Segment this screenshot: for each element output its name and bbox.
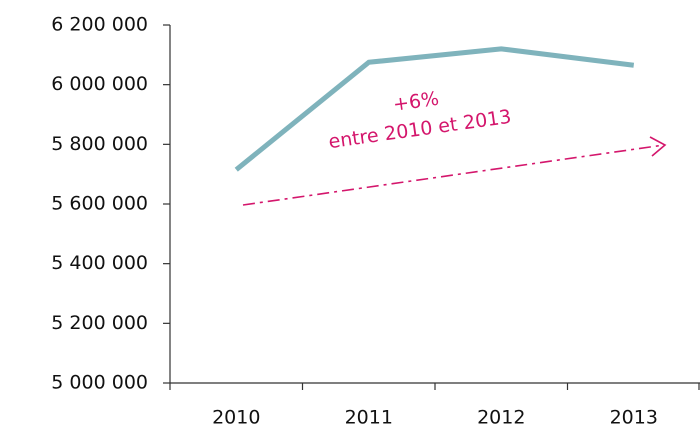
y-tick-label: 5 000 000	[51, 372, 148, 394]
y-tick-label: 5 800 000	[51, 133, 148, 155]
x-tick-label: 2012	[477, 407, 525, 429]
annotation-text: entre 2010 et 2013	[327, 106, 513, 153]
x-tick-label: 2011	[345, 407, 393, 429]
annotation-text: +6%	[392, 88, 441, 116]
y-tick-label: 6 200 000	[51, 14, 148, 36]
y-tick-label: 5 400 000	[51, 252, 148, 274]
x-tick-label: 2013	[610, 407, 658, 429]
trend-arrow	[242, 144, 665, 206]
arrow-head	[649, 136, 667, 157]
y-tick-label: 5 600 000	[51, 193, 148, 215]
annotation: +6% entre 2010 et 2013	[327, 88, 513, 154]
y-tick-label: 5 200 000	[51, 312, 148, 334]
x-tick-label: 2010	[212, 407, 260, 429]
y-tick-label: 6 000 000	[51, 73, 148, 95]
data-line	[234, 46, 635, 172]
